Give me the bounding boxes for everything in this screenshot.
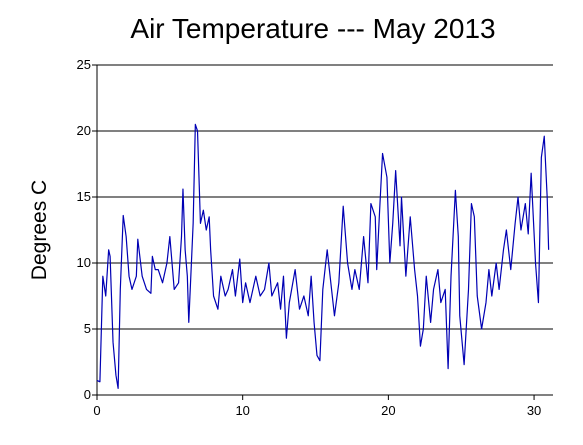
plot-area: 0 5 10 15 20 25 0 10 20 30 [77, 57, 553, 418]
chart-title: Air Temperature --- May 2013 [130, 13, 495, 44]
x-tick-label: 20 [381, 403, 395, 418]
y-axis-label: Degrees C [28, 180, 51, 280]
x-tick-label: 0 [93, 403, 100, 418]
y-tick-label: 10 [77, 255, 91, 270]
y-tick-label: 0 [84, 387, 91, 402]
x-tick-label: 10 [235, 403, 249, 418]
y-tick-label: 25 [77, 57, 91, 72]
y-tick-label: 5 [84, 321, 91, 336]
y-tick-label: 15 [77, 189, 91, 204]
x-tick-label: 30 [527, 403, 541, 418]
y-tick-label: 20 [77, 123, 91, 138]
data-line [96, 123, 550, 389]
